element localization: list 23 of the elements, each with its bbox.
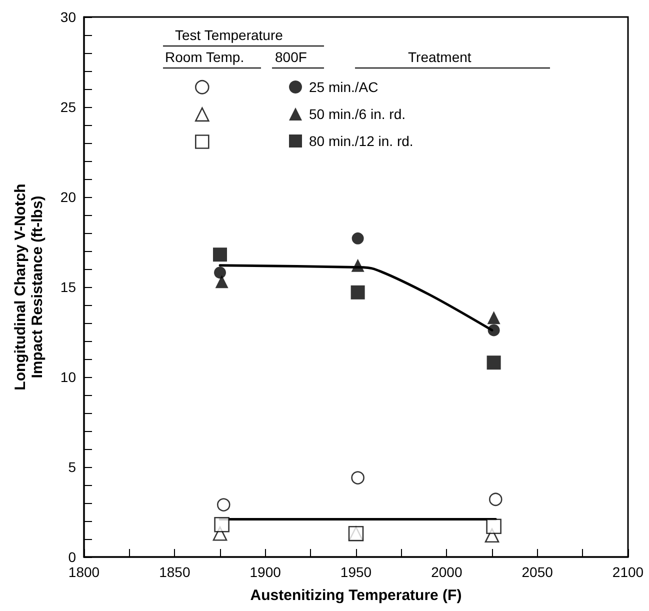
y-tick-label: 20: [60, 189, 76, 205]
y-tick-label: 5: [68, 459, 76, 475]
x-tick-label: 1900: [250, 564, 282, 580]
y-axis-title: Longitudinal Charpy V-Notch Impact Resistance (ft-lbs): [12, 184, 46, 390]
annotation: 800F: [275, 49, 307, 65]
annotation: Room Temp.: [165, 49, 244, 65]
x-tick-label: 2100: [612, 564, 644, 580]
y-tick-label: 0: [68, 549, 76, 565]
x-axis-title: Austenitizing Temperature (F): [250, 587, 462, 604]
legend-title: Test Temperature: [175, 27, 284, 43]
x-tick-label: 2000: [431, 564, 462, 580]
y-tick-label: 10: [60, 369, 76, 385]
x-tick-label: 1800: [68, 564, 100, 580]
annotation: Treatment: [408, 49, 472, 65]
y-tick-label: 25: [60, 99, 76, 115]
legend-label: 50 min./6 in. rd.: [309, 106, 406, 122]
x-tick-label: 1850: [159, 564, 190, 580]
y-tick-label: 15: [60, 279, 76, 295]
x-tick-label: 1950: [340, 564, 372, 580]
y-tick-label: 30: [60, 9, 76, 25]
legend-label: 80 min./12 in. rd.: [309, 133, 414, 149]
x-tick-label: 2050: [522, 564, 554, 580]
legend-label: 25 min./AC: [309, 79, 378, 95]
